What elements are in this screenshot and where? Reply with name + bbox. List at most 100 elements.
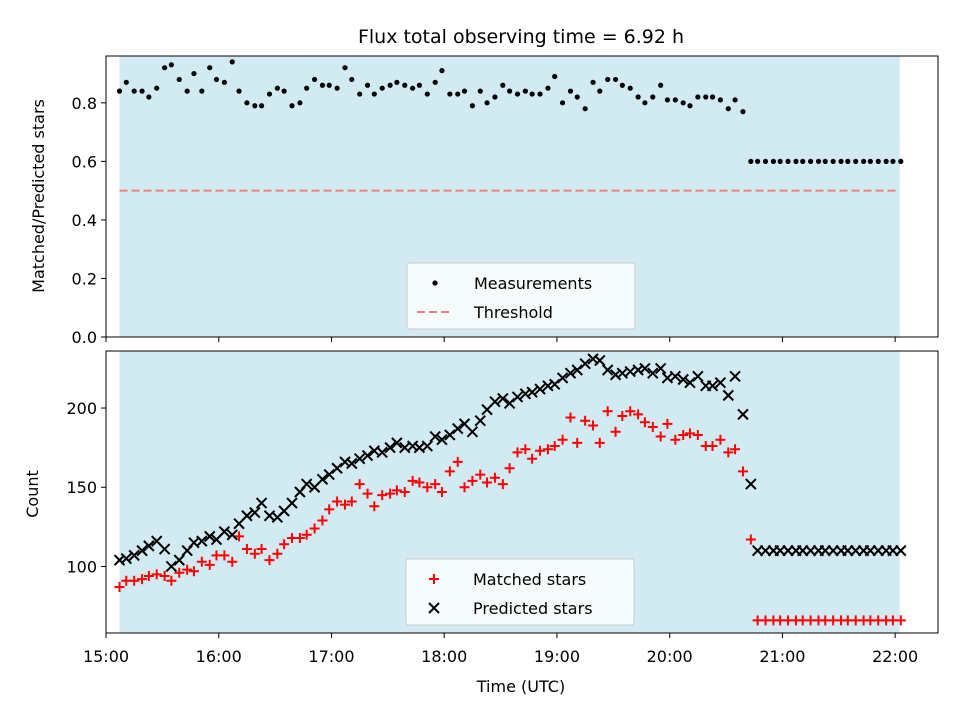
measurement-point bbox=[650, 94, 656, 100]
measurement-point bbox=[439, 68, 445, 74]
measurement-point bbox=[506, 88, 513, 94]
measurement-point bbox=[244, 100, 250, 106]
matched-point bbox=[723, 447, 734, 458]
predicted-point bbox=[339, 456, 351, 468]
measurement-point bbox=[123, 79, 129, 85]
measurement-point bbox=[522, 88, 528, 94]
predicted-point bbox=[609, 369, 622, 381]
matched-point bbox=[482, 477, 493, 488]
matched-point bbox=[227, 556, 238, 567]
predicted-point bbox=[601, 364, 614, 376]
measurement-point bbox=[116, 88, 123, 94]
legend: Matched stars Predicted stars bbox=[405, 558, 635, 626]
matched-point bbox=[655, 431, 666, 442]
y-tick-label: 0.8 bbox=[72, 94, 97, 113]
measurement-point bbox=[364, 82, 371, 88]
predicted-point bbox=[436, 434, 448, 446]
predicted-point bbox=[136, 544, 148, 557]
measurement-point bbox=[455, 91, 461, 97]
matched-point bbox=[166, 575, 177, 586]
matched-point bbox=[625, 406, 636, 417]
measurement-point bbox=[349, 76, 355, 83]
matched-point bbox=[234, 531, 245, 542]
legend-measurement-marker bbox=[432, 280, 438, 286]
predicted-point bbox=[714, 376, 727, 389]
y-tick-label: 0.4 bbox=[72, 211, 97, 230]
measurement-point bbox=[680, 100, 686, 106]
matched-point bbox=[535, 445, 546, 456]
legend: Measurements Threshold bbox=[406, 262, 636, 330]
matched-point bbox=[610, 426, 621, 437]
matched-point bbox=[188, 566, 199, 577]
matched-point bbox=[377, 490, 388, 501]
predicted-point bbox=[548, 378, 561, 390]
predicted-point bbox=[669, 370, 682, 383]
matched-point bbox=[588, 420, 599, 431]
x-tick-label: 17:00 bbox=[308, 647, 354, 666]
matched-point bbox=[497, 479, 508, 490]
measurement-point bbox=[500, 82, 506, 88]
measurement-point bbox=[410, 85, 416, 91]
measurement-point bbox=[545, 85, 551, 91]
predicted-point bbox=[639, 362, 651, 375]
measurement-point bbox=[800, 158, 806, 164]
x-tick-label: 18:00 bbox=[421, 647, 467, 666]
measurement-point bbox=[229, 59, 235, 65]
measurement-point bbox=[447, 91, 453, 97]
measurement-point bbox=[477, 88, 483, 94]
measurement-point bbox=[867, 158, 873, 164]
measurement-point bbox=[342, 65, 348, 71]
measurement-point bbox=[469, 103, 475, 109]
predicted-point bbox=[429, 430, 441, 443]
y-tick-label: 200 bbox=[66, 399, 97, 418]
measurement-point bbox=[605, 76, 611, 83]
predicted-point bbox=[722, 389, 735, 402]
measurement-point bbox=[709, 94, 716, 100]
measurement-point bbox=[281, 88, 287, 94]
matched-point bbox=[407, 475, 418, 486]
predicted-point bbox=[444, 429, 456, 441]
matched-point bbox=[602, 406, 613, 417]
measurement-point bbox=[461, 88, 468, 94]
predicted-point bbox=[587, 353, 599, 365]
predicted-point bbox=[286, 497, 298, 509]
predicted-point bbox=[684, 376, 696, 389]
matched-point bbox=[362, 488, 373, 499]
matched-point bbox=[633, 409, 644, 420]
matched-point bbox=[317, 515, 328, 526]
measurement-point bbox=[845, 158, 851, 164]
matched-point bbox=[512, 447, 523, 458]
matched-point bbox=[557, 434, 568, 445]
matched-point bbox=[692, 429, 703, 440]
matched-point bbox=[737, 466, 748, 477]
matched-point bbox=[196, 556, 207, 567]
y-tick-label: 0.0 bbox=[72, 328, 97, 347]
matched-point bbox=[414, 477, 425, 488]
legend-threshold-label: Threshold bbox=[473, 303, 553, 322]
y-tick-label: 0.2 bbox=[72, 269, 97, 288]
predicted-point bbox=[346, 457, 358, 470]
matched-point bbox=[301, 529, 312, 540]
matched-point bbox=[459, 482, 470, 493]
predicted-point bbox=[120, 552, 133, 565]
predicted-point bbox=[143, 540, 155, 552]
measurement-point bbox=[387, 82, 393, 88]
matched-point bbox=[452, 456, 463, 467]
matched-point bbox=[129, 575, 140, 586]
matched-point bbox=[151, 569, 162, 580]
measurement-point bbox=[168, 62, 174, 68]
matched-point bbox=[354, 479, 365, 490]
measurement-point bbox=[191, 70, 197, 77]
measurement-point bbox=[484, 100, 490, 106]
predicted-point bbox=[406, 440, 419, 452]
measurement-point bbox=[664, 97, 671, 103]
measurement-point bbox=[266, 91, 273, 97]
predicted-point bbox=[113, 554, 126, 566]
matched-point bbox=[730, 444, 741, 455]
legend-predicted-label: Predicted stars bbox=[473, 599, 593, 618]
measurement-point bbox=[762, 158, 769, 164]
matched-point bbox=[549, 441, 560, 452]
y-tick-label: 100 bbox=[66, 557, 97, 576]
measurement-point bbox=[860, 158, 867, 164]
measurement-point bbox=[357, 91, 363, 97]
